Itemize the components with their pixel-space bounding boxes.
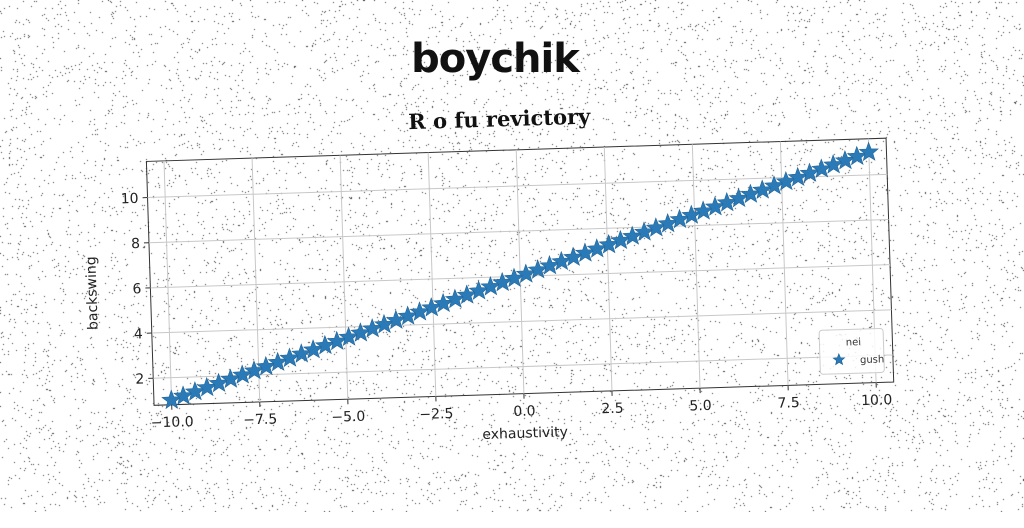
x-tick-label: −10.0 (151, 414, 194, 431)
y-axis-label: backswing (83, 256, 101, 330)
x-tick-label: 7.5 (777, 395, 800, 412)
x-tick-label: −2.5 (419, 406, 453, 423)
y-tick-label: 4 (134, 326, 143, 342)
tick-marks: −10.0 −7.5 −5.0 −2.5 0.0 2.5 5.0 7.5 10.0 2 4 6 8 10 (121, 167, 893, 432)
y-tick-label: 10 (121, 191, 139, 208)
x-axis-label: exhaustivity (482, 424, 568, 443)
y-tick-label: 2 (135, 371, 144, 387)
y-tick-label: 8 (131, 236, 140, 252)
data-points (155, 142, 886, 409)
legend-box (819, 328, 884, 374)
x-tick-label: 5.0 (689, 398, 712, 415)
x-tick-label: 2.5 (601, 401, 624, 418)
y-tick-label: 6 (132, 281, 141, 297)
x-tick-label: −5.0 (331, 409, 365, 426)
x-tick-label: 10.0 (861, 392, 893, 409)
legend-title: nei (846, 337, 862, 348)
x-tick-label: 0.0 (513, 403, 536, 420)
chart-title: R o fu revictory (408, 103, 592, 134)
legend-label-gush: gush (860, 354, 885, 366)
legend: nei gush (819, 328, 885, 374)
x-tick-label: −7.5 (243, 411, 277, 428)
